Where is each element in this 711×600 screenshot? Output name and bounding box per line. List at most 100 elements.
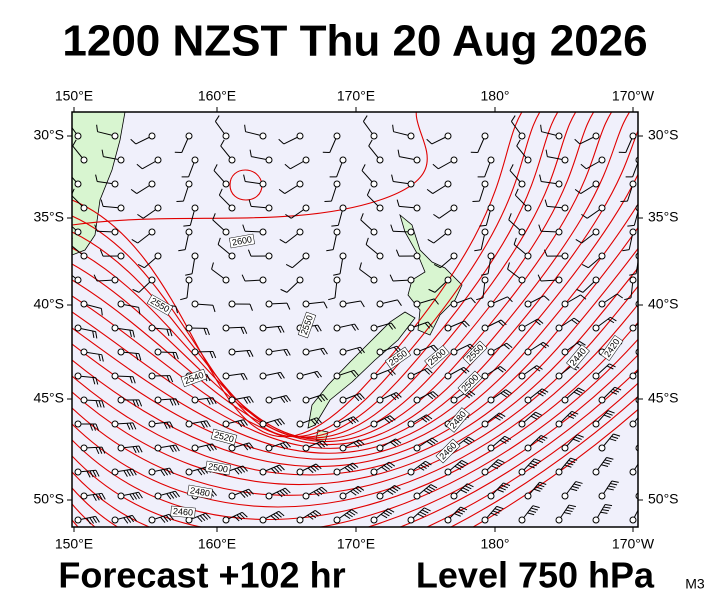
barb-feather bbox=[610, 316, 617, 322]
station bbox=[481, 372, 489, 380]
station bbox=[561, 300, 569, 308]
barb-feather bbox=[351, 324, 356, 331]
barb-feather bbox=[316, 371, 322, 378]
barb-feather bbox=[543, 249, 548, 257]
barb-feather bbox=[541, 388, 549, 393]
barb-feather bbox=[285, 263, 293, 269]
barb-feather bbox=[248, 442, 254, 449]
station bbox=[339, 252, 347, 260]
station bbox=[333, 468, 341, 476]
station bbox=[80, 444, 88, 452]
station bbox=[191, 348, 199, 356]
station bbox=[407, 276, 415, 284]
barb-feather bbox=[573, 483, 581, 487]
barb-feather bbox=[610, 391, 618, 395]
barb-feather bbox=[537, 392, 544, 397]
station bbox=[302, 252, 310, 260]
station bbox=[370, 420, 378, 428]
barb-feather bbox=[392, 440, 399, 446]
lat-label: 40°S bbox=[33, 296, 64, 312]
barb-feather bbox=[243, 174, 246, 182]
barb-feather bbox=[92, 516, 97, 524]
barb-feather bbox=[397, 299, 402, 306]
barb-feather bbox=[497, 489, 504, 493]
barb-feather bbox=[533, 413, 540, 418]
barb-feather bbox=[570, 457, 578, 461]
barb-feather bbox=[607, 410, 615, 414]
contour bbox=[72, 303, 638, 508]
barb-feather bbox=[431, 437, 438, 443]
barb-feather bbox=[165, 514, 172, 521]
barb-feather bbox=[429, 439, 436, 445]
barb-feather bbox=[462, 487, 470, 492]
barb-feather bbox=[499, 439, 507, 444]
barb-feather bbox=[249, 149, 252, 157]
station bbox=[450, 204, 458, 212]
station bbox=[376, 492, 384, 500]
station bbox=[339, 492, 347, 500]
station bbox=[376, 204, 384, 212]
barb-feather bbox=[132, 330, 135, 338]
barb-feather bbox=[316, 417, 322, 424]
station bbox=[80, 300, 88, 308]
barb-feather bbox=[278, 510, 285, 517]
map-frame bbox=[71, 111, 639, 528]
barb-feather bbox=[500, 392, 507, 398]
station bbox=[598, 300, 606, 308]
barb-feather bbox=[283, 395, 289, 403]
barb-feather bbox=[575, 389, 583, 394]
contour-label-text: 2460 bbox=[173, 506, 194, 518]
barb-feather bbox=[347, 465, 354, 471]
barb-feather bbox=[612, 388, 620, 393]
barb-feather bbox=[169, 421, 174, 429]
barb-feather bbox=[333, 273, 341, 276]
station bbox=[333, 420, 341, 428]
station bbox=[481, 324, 489, 332]
barb-feather bbox=[535, 411, 542, 416]
barb-feather bbox=[279, 238, 287, 244]
barb-feather bbox=[460, 368, 467, 374]
barb-feather bbox=[100, 199, 104, 207]
barb-feather bbox=[95, 469, 100, 477]
barb-feather bbox=[576, 288, 584, 293]
barb-feather bbox=[175, 352, 179, 360]
barb-feather bbox=[326, 249, 334, 252]
barb-feather bbox=[315, 463, 322, 470]
barb-feather bbox=[649, 433, 656, 435]
barb-feather bbox=[652, 340, 658, 343]
barb-feather bbox=[622, 249, 630, 252]
station bbox=[191, 444, 199, 452]
station bbox=[222, 276, 230, 284]
barb-feather bbox=[277, 372, 282, 380]
barb-feather bbox=[538, 224, 542, 232]
barb-feather bbox=[172, 445, 177, 452]
station bbox=[561, 348, 569, 356]
contour-label-box bbox=[229, 233, 255, 249]
barb-feather bbox=[244, 124, 247, 132]
station bbox=[296, 420, 304, 428]
station bbox=[444, 516, 452, 524]
contour bbox=[72, 203, 638, 460]
station bbox=[450, 156, 458, 164]
station bbox=[296, 228, 304, 236]
station bbox=[259, 372, 267, 380]
lon-label: 160°E bbox=[198, 88, 236, 104]
barb-feather bbox=[426, 487, 433, 493]
station bbox=[444, 468, 452, 476]
barb-feather bbox=[580, 294, 587, 300]
station bbox=[185, 228, 193, 236]
barb-feather bbox=[423, 415, 430, 421]
barb-feather bbox=[206, 374, 211, 382]
station bbox=[185, 180, 193, 188]
barb-feather bbox=[460, 506, 468, 511]
barb-feather bbox=[203, 421, 208, 428]
station bbox=[74, 516, 82, 524]
barb-feather bbox=[433, 344, 439, 351]
barb-feather bbox=[349, 464, 356, 470]
barb-feather bbox=[211, 262, 214, 270]
station bbox=[635, 156, 638, 164]
model-label: M3 bbox=[685, 576, 705, 592]
barb-feather bbox=[492, 510, 500, 514]
barb-feather bbox=[129, 469, 134, 476]
barb-feather bbox=[466, 391, 473, 397]
